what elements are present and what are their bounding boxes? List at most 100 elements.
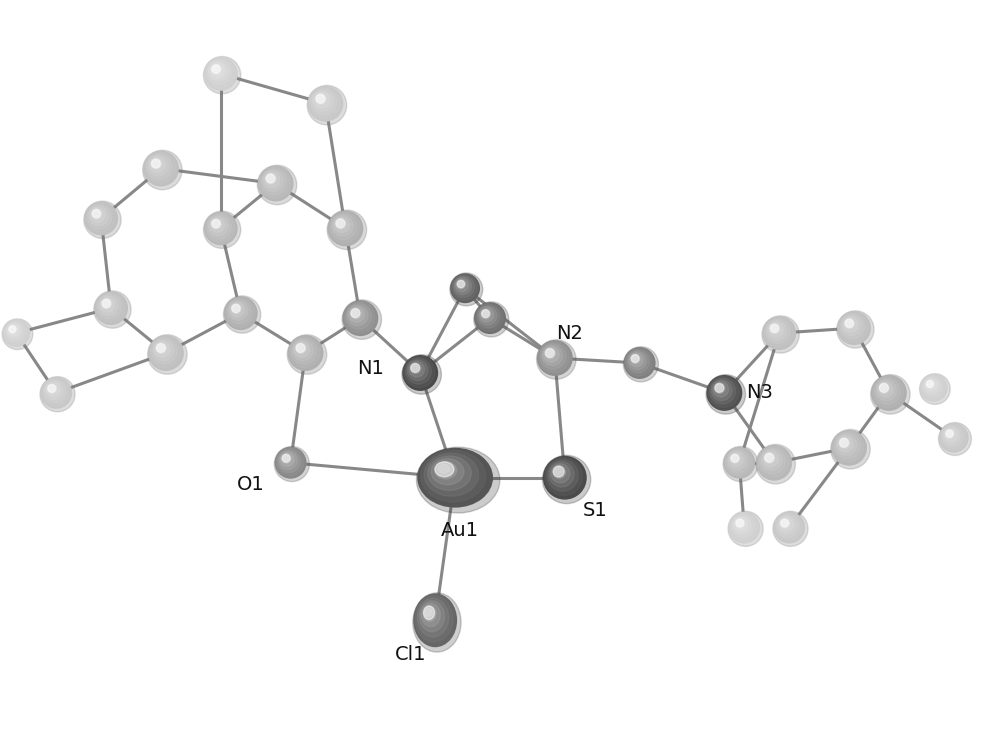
Ellipse shape bbox=[846, 320, 851, 325]
Ellipse shape bbox=[728, 451, 746, 470]
Ellipse shape bbox=[478, 307, 497, 325]
Ellipse shape bbox=[878, 381, 893, 397]
Ellipse shape bbox=[297, 345, 303, 350]
Ellipse shape bbox=[145, 152, 175, 183]
Ellipse shape bbox=[225, 298, 254, 327]
Text: N2: N2 bbox=[556, 324, 583, 342]
Ellipse shape bbox=[421, 450, 486, 502]
Ellipse shape bbox=[293, 340, 313, 361]
Ellipse shape bbox=[842, 316, 861, 336]
Ellipse shape bbox=[151, 159, 160, 168]
Ellipse shape bbox=[40, 377, 72, 409]
Ellipse shape bbox=[770, 324, 779, 333]
Ellipse shape bbox=[843, 317, 858, 332]
Ellipse shape bbox=[836, 435, 857, 456]
Ellipse shape bbox=[831, 430, 870, 469]
Ellipse shape bbox=[258, 166, 294, 202]
Ellipse shape bbox=[543, 456, 587, 500]
Ellipse shape bbox=[729, 453, 743, 467]
Ellipse shape bbox=[327, 210, 363, 247]
Ellipse shape bbox=[280, 453, 294, 467]
Ellipse shape bbox=[630, 353, 643, 367]
Ellipse shape bbox=[715, 383, 725, 394]
Ellipse shape bbox=[156, 344, 165, 353]
Ellipse shape bbox=[837, 311, 874, 348]
Text: N1: N1 bbox=[357, 358, 384, 378]
Ellipse shape bbox=[207, 215, 231, 239]
Ellipse shape bbox=[628, 352, 646, 369]
Ellipse shape bbox=[922, 377, 942, 397]
Ellipse shape bbox=[879, 383, 890, 394]
Ellipse shape bbox=[2, 319, 33, 350]
Ellipse shape bbox=[312, 91, 333, 111]
Ellipse shape bbox=[334, 217, 350, 233]
Ellipse shape bbox=[344, 302, 375, 333]
Ellipse shape bbox=[9, 326, 16, 333]
Ellipse shape bbox=[734, 517, 748, 531]
Ellipse shape bbox=[730, 513, 757, 540]
Ellipse shape bbox=[770, 324, 780, 334]
Ellipse shape bbox=[925, 379, 937, 392]
Ellipse shape bbox=[920, 374, 950, 404]
Ellipse shape bbox=[547, 350, 552, 355]
Ellipse shape bbox=[778, 516, 796, 534]
Ellipse shape bbox=[944, 428, 957, 442]
Ellipse shape bbox=[713, 381, 729, 397]
Ellipse shape bbox=[845, 319, 854, 328]
Ellipse shape bbox=[553, 466, 566, 478]
Ellipse shape bbox=[404, 357, 435, 387]
Ellipse shape bbox=[549, 461, 574, 487]
Ellipse shape bbox=[946, 430, 953, 437]
Ellipse shape bbox=[879, 383, 888, 392]
Text: S1: S1 bbox=[582, 501, 607, 520]
Ellipse shape bbox=[89, 206, 108, 226]
Ellipse shape bbox=[838, 436, 853, 452]
Ellipse shape bbox=[938, 422, 971, 456]
Ellipse shape bbox=[435, 461, 454, 477]
Ellipse shape bbox=[46, 383, 60, 397]
Ellipse shape bbox=[410, 364, 421, 374]
Ellipse shape bbox=[150, 158, 165, 173]
Ellipse shape bbox=[939, 423, 969, 453]
Ellipse shape bbox=[481, 310, 491, 319]
Text: N3: N3 bbox=[746, 383, 773, 403]
Ellipse shape bbox=[756, 445, 792, 481]
Ellipse shape bbox=[283, 456, 288, 460]
Ellipse shape bbox=[710, 378, 735, 404]
Ellipse shape bbox=[543, 347, 559, 362]
Ellipse shape bbox=[839, 313, 868, 342]
Ellipse shape bbox=[210, 63, 225, 78]
Ellipse shape bbox=[483, 311, 488, 316]
Ellipse shape bbox=[775, 513, 802, 540]
Ellipse shape bbox=[212, 219, 220, 228]
Ellipse shape bbox=[767, 321, 786, 340]
Ellipse shape bbox=[411, 364, 420, 372]
Ellipse shape bbox=[762, 316, 799, 353]
Ellipse shape bbox=[327, 210, 367, 250]
Ellipse shape bbox=[205, 58, 234, 88]
Ellipse shape bbox=[424, 606, 435, 620]
Ellipse shape bbox=[148, 335, 184, 371]
Ellipse shape bbox=[421, 604, 440, 626]
Ellipse shape bbox=[631, 355, 639, 363]
Ellipse shape bbox=[257, 165, 297, 205]
Ellipse shape bbox=[540, 344, 566, 369]
Ellipse shape bbox=[928, 382, 932, 386]
Ellipse shape bbox=[831, 430, 867, 466]
Text: Au1: Au1 bbox=[441, 521, 479, 540]
Ellipse shape bbox=[204, 57, 238, 91]
Ellipse shape bbox=[438, 464, 449, 473]
Ellipse shape bbox=[456, 279, 469, 291]
Ellipse shape bbox=[406, 358, 431, 384]
Ellipse shape bbox=[227, 300, 251, 324]
Ellipse shape bbox=[5, 322, 25, 342]
Ellipse shape bbox=[457, 280, 465, 288]
Ellipse shape bbox=[623, 347, 658, 382]
Ellipse shape bbox=[233, 305, 238, 311]
Ellipse shape bbox=[266, 174, 275, 183]
Ellipse shape bbox=[232, 304, 241, 314]
Ellipse shape bbox=[539, 342, 569, 372]
Ellipse shape bbox=[409, 361, 424, 377]
Ellipse shape bbox=[94, 291, 131, 328]
Ellipse shape bbox=[845, 319, 855, 329]
